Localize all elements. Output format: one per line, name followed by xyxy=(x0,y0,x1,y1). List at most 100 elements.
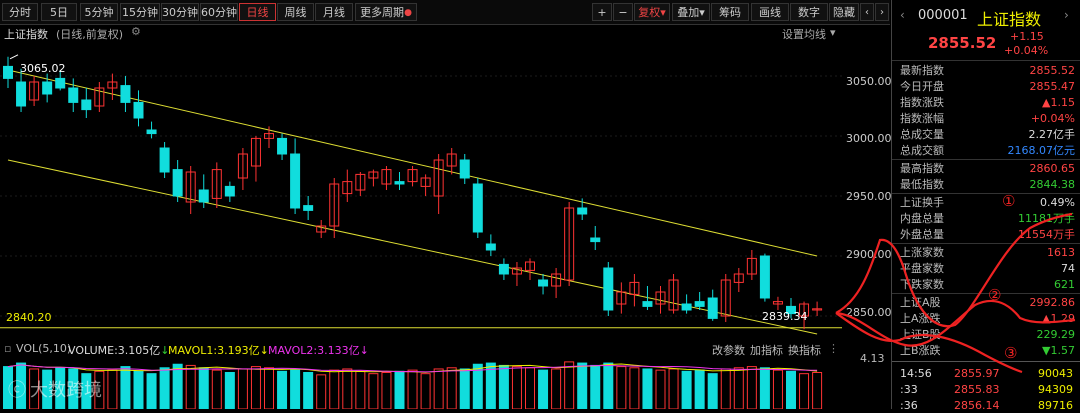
volume-bar xyxy=(746,366,757,409)
candle-body xyxy=(55,77,66,89)
add-indicator-button[interactable]: 加指标 xyxy=(750,344,783,357)
ma-dropdown-icon[interactable]: ▾ xyxy=(830,26,836,39)
volume-bar xyxy=(185,364,196,409)
candle-body xyxy=(538,279,549,287)
next-arrow-icon[interactable]: › xyxy=(875,3,889,21)
candle-body xyxy=(459,159,470,179)
candle-body xyxy=(446,153,457,167)
volume-bar xyxy=(29,368,40,409)
prev-stock-icon[interactable]: ‹ xyxy=(900,8,905,22)
tab-15min[interactable]: 15分钟 xyxy=(120,3,160,21)
switch-indicator-button[interactable]: 换指标 xyxy=(788,344,821,357)
volume-bar xyxy=(459,368,470,409)
tab-monthly[interactable]: 月线 xyxy=(315,3,353,21)
hide-button[interactable]: 隐藏 xyxy=(829,3,859,21)
candle-body xyxy=(812,308,823,311)
settings-gear-icon[interactable]: ⚙ xyxy=(131,25,141,38)
candle-body xyxy=(668,279,679,311)
volume-bar xyxy=(681,370,692,409)
zoom-out-button[interactable]: − xyxy=(613,3,633,21)
quote-row-label: 最低指数 xyxy=(900,178,944,191)
volume-bar xyxy=(759,367,770,409)
ma-settings-button[interactable]: 设置均线 xyxy=(782,28,826,41)
tab-intraday[interactable]: 分时 xyxy=(2,3,38,21)
quote-row: 外盘总量 11554万手 xyxy=(900,227,1075,243)
candlestick-chart[interactable] xyxy=(0,40,842,340)
adjust-button[interactable]: 复权▾ xyxy=(634,3,670,21)
quote-row: 上证B股 229.29 xyxy=(900,327,1075,343)
candle-body xyxy=(29,81,40,101)
volume-bar xyxy=(799,373,810,409)
tick-price: 2856.14 xyxy=(954,399,1000,412)
tab-weekly[interactable]: 周线 xyxy=(277,3,314,21)
tick-row: :36 2856.14 89716 xyxy=(892,398,1077,413)
candle-body xyxy=(81,99,92,111)
volume-menu-icon[interactable]: ⋮ xyxy=(828,342,839,355)
quote-row: 今日开盘 2855.47 xyxy=(900,79,1075,95)
channel-upper-line xyxy=(7,69,818,257)
zoom-in-button[interactable]: + xyxy=(592,3,612,21)
volume-bar xyxy=(250,366,261,409)
mark-2: ② xyxy=(988,286,1002,304)
volume-bar xyxy=(603,362,614,409)
overlay-button[interactable]: 叠加▾ xyxy=(672,3,710,21)
price-tick: 3000.00 xyxy=(846,132,892,145)
candle-body xyxy=(94,87,105,107)
notice-dot-icon: ● xyxy=(404,8,412,18)
candle-body xyxy=(290,153,301,209)
quote-row: 内盘总量 11181万手 xyxy=(900,211,1075,227)
draw-line-button[interactable]: 画线 xyxy=(751,3,789,21)
quote-row-value: 2992.86 xyxy=(1029,296,1076,309)
divider xyxy=(892,243,1080,244)
adjust-label: 复权 xyxy=(638,6,661,19)
prev-arrow-icon[interactable]: ‹ xyxy=(860,3,874,21)
next-stock-icon[interactable]: › xyxy=(1064,8,1069,22)
quote-row: 最新指数 2855.52 xyxy=(900,63,1075,79)
digits-button[interactable]: 数字 xyxy=(790,3,828,21)
mark-1: ① xyxy=(1002,192,1016,210)
more-periods-button[interactable]: 更多周期● xyxy=(355,3,417,21)
chips-button[interactable]: 筹码 xyxy=(711,3,749,21)
quote-row-value: 74 xyxy=(1061,262,1075,275)
volume-collapse-icon[interactable]: ▫ xyxy=(4,342,12,355)
volume-bar xyxy=(172,363,183,409)
tab-60min[interactable]: 60分钟 xyxy=(200,3,238,21)
candle-body xyxy=(472,183,483,233)
volume-bar xyxy=(694,369,705,409)
quote-row-value: 2.27亿手 xyxy=(1028,128,1076,141)
volume-bar xyxy=(616,366,627,409)
volume-indicator-title: VOL(5,10) xyxy=(16,342,72,355)
volume-bar xyxy=(538,369,549,409)
volume-bar xyxy=(237,368,248,409)
tab-30min[interactable]: 30分钟 xyxy=(161,3,199,21)
candle-body xyxy=(368,171,379,179)
tab-daily[interactable]: 日线 xyxy=(239,3,276,21)
quote-row-label: 总成交量 xyxy=(900,128,944,141)
volume-bar xyxy=(3,366,13,409)
quote-row: 上涨家数 1613 xyxy=(900,245,1075,261)
candle-body xyxy=(511,267,522,275)
candle-body xyxy=(420,177,431,187)
candle-body xyxy=(3,65,13,79)
volume-bar xyxy=(498,364,509,409)
volume-bar xyxy=(472,363,483,409)
quote-row-value: 11554万手 xyxy=(1018,228,1075,241)
tab-5day[interactable]: 5日 xyxy=(41,3,77,21)
volume-bar xyxy=(198,367,209,409)
quote-row-label: 上B涨跌 xyxy=(900,344,941,357)
candle-body xyxy=(172,169,183,197)
tab-5min[interactable]: 5分钟 xyxy=(80,3,118,21)
quote-row: 指数涨跌 ▲1.15 xyxy=(900,95,1075,111)
edit-params-button[interactable]: 改参数 xyxy=(712,344,745,357)
down-arrow-icon: ↓ xyxy=(160,344,170,357)
quote-row-value: 1613 xyxy=(1047,246,1075,259)
price-axis: 3050.00 3000.00 2950.00 2900.00 2850.00 xyxy=(842,40,892,340)
volume-bar xyxy=(772,369,783,409)
candle-body xyxy=(146,129,157,135)
quote-row-value: 2168.07亿元 xyxy=(1007,144,1076,157)
quote-row: 指数涨幅 +0.04% xyxy=(900,111,1075,127)
volume-bar xyxy=(733,367,744,409)
period-toolbar: 分时 5日 5分钟 15分钟 30分钟 60分钟 日线 周线 月线 更多周期● … xyxy=(0,0,890,25)
candle-body xyxy=(407,169,418,183)
volume-bar xyxy=(159,367,170,409)
